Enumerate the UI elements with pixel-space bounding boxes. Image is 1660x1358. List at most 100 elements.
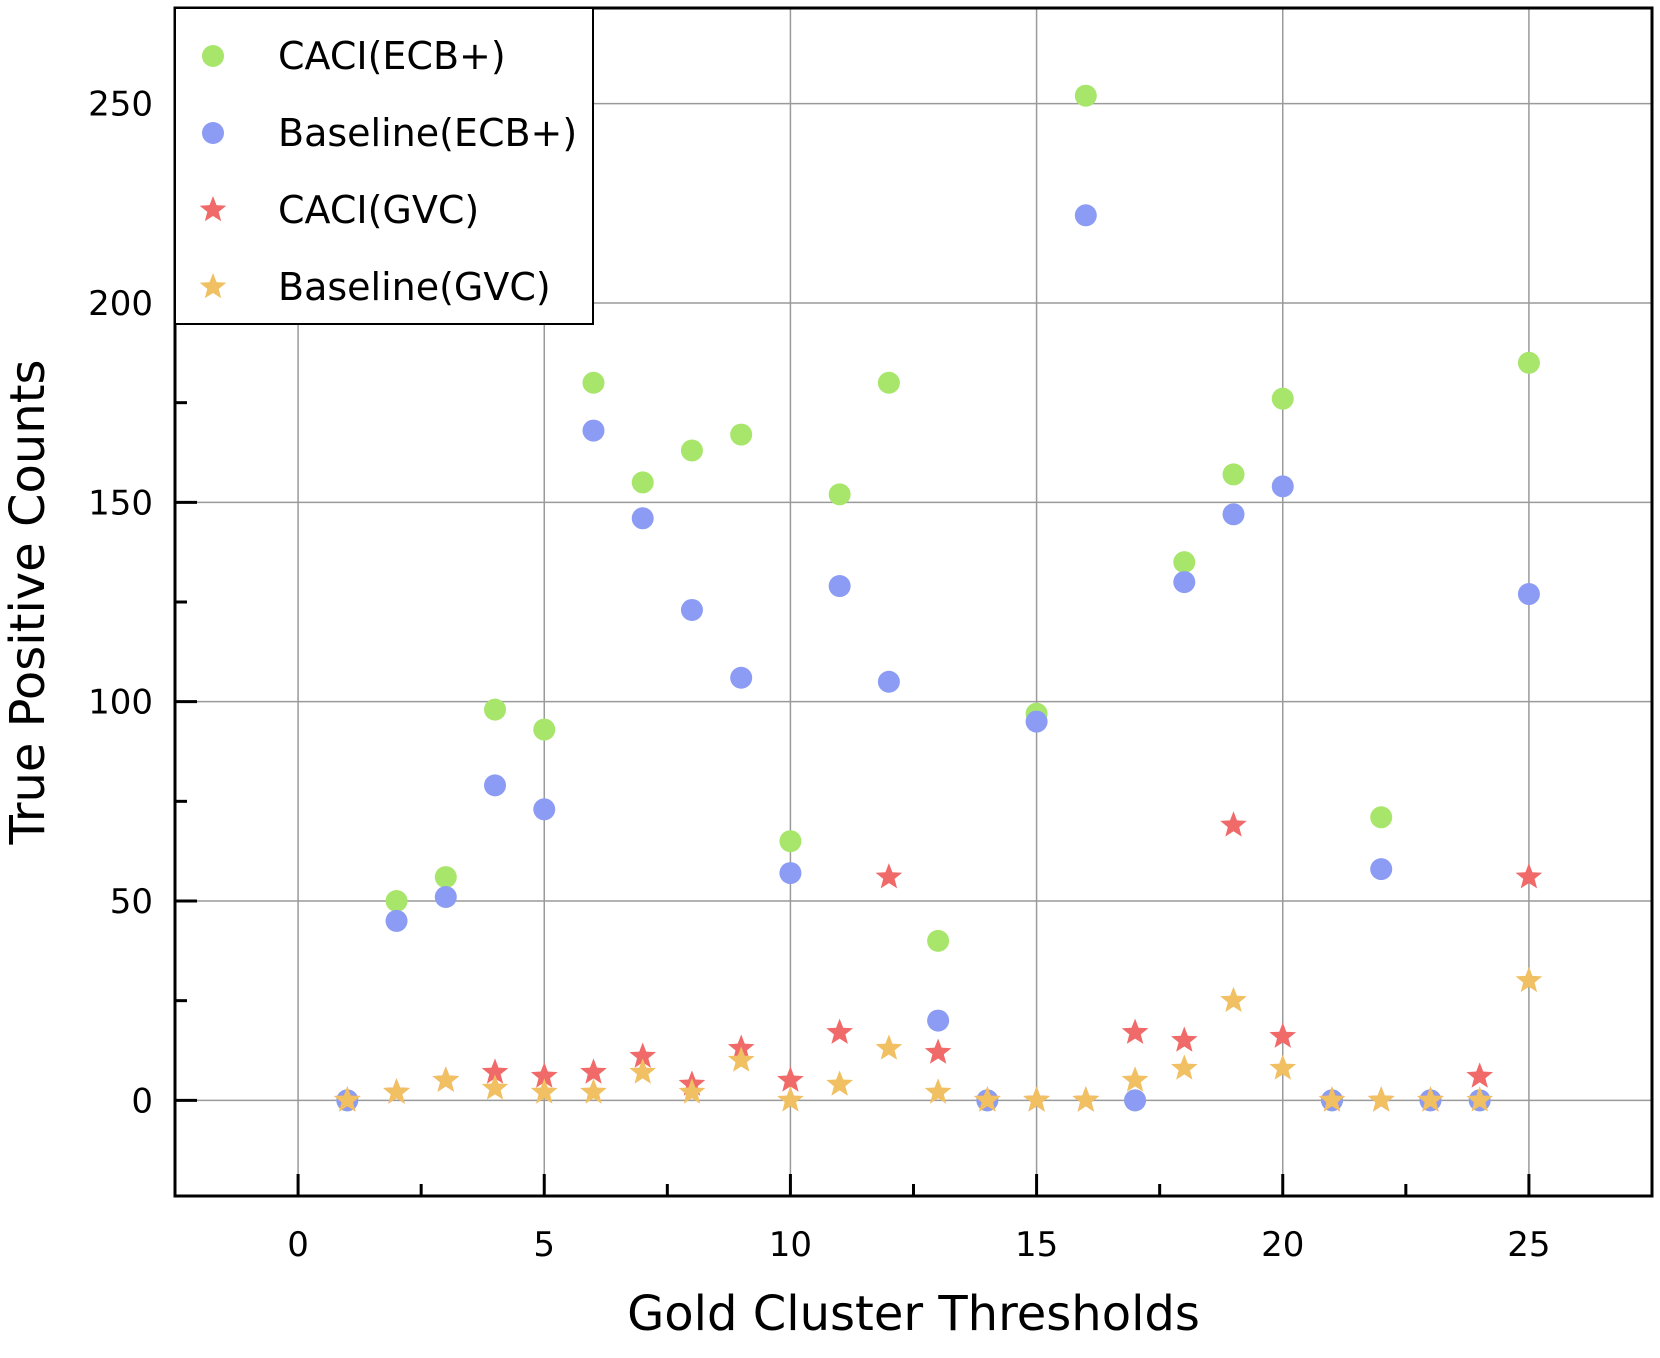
baseline-gvc-point (826, 1070, 853, 1096)
baseline-ecb-point (1025, 710, 1048, 733)
caci-ecb-point (533, 718, 556, 741)
y-tick-label: 200 (88, 284, 153, 324)
legend-label-baseline-gvc: Baseline(GVC) (278, 265, 551, 309)
baseline-ecb-point (877, 670, 900, 693)
x-tick-label: 5 (533, 1225, 555, 1265)
caci-ecb-point (730, 423, 753, 446)
baseline-gvc-point (875, 1034, 903, 1060)
baseline-ecb-point (385, 909, 408, 932)
baseline-ecb-point (1271, 475, 1294, 498)
baseline-ecb-point (631, 507, 654, 530)
caci-ecb-point (828, 483, 851, 506)
caci-gvc-point (580, 1058, 607, 1084)
baseline-ecb-point (582, 419, 605, 442)
baseline-gvc-point (727, 1046, 755, 1072)
baseline-gvc-point (1023, 1086, 1050, 1112)
caci-gvc-point (924, 1038, 952, 1064)
baseline-ecb-point (1517, 583, 1540, 606)
caci-gvc-point (826, 1018, 853, 1044)
baseline-gvc-point (1417, 1086, 1444, 1112)
caci-gvc-point (530, 1062, 558, 1088)
caci-gvc-point (1515, 863, 1543, 889)
legend-label-caci-gvc: CACI(GVC) (278, 188, 479, 232)
x-tick-label: 20 (1261, 1225, 1304, 1265)
legend-marker-caci-gvc (199, 196, 227, 222)
caci-ecb-point (385, 889, 408, 912)
caci-ecb-point (582, 371, 605, 394)
baseline-gvc-point (1171, 1054, 1198, 1080)
series-baseline-ecb (336, 204, 1540, 1112)
baseline-gvc-point (777, 1086, 804, 1112)
baseline-gvc-point (1220, 986, 1247, 1012)
caci-gvc-point (1466, 1062, 1493, 1088)
baseline-gvc-point (629, 1058, 656, 1084)
baseline-ecb-point (1074, 204, 1097, 227)
caci-ecb-point (927, 929, 950, 952)
caci-gvc-point (1269, 1022, 1297, 1048)
baseline-ecb-point (828, 575, 851, 598)
baseline-gvc-point (1466, 1086, 1493, 1112)
caci-ecb-point (1271, 387, 1294, 410)
caci-gvc-point (1220, 811, 1247, 837)
caci-ecb-point (1173, 551, 1196, 574)
caci-gvc-point (875, 863, 903, 889)
legend: CACI(ECB+) Baseline(ECB+) CACI(GVC) Baselin… (174, 7, 594, 325)
baseline-ecb-point (1222, 503, 1245, 526)
baseline-ecb-point (434, 886, 457, 909)
legend-box (174, 7, 594, 325)
legend-marker-baseline-gvc (199, 273, 227, 299)
caci-gvc-point (481, 1058, 509, 1084)
y-tick-label: 50 (110, 882, 153, 922)
caci-ecb-point (1517, 351, 1540, 374)
baseline-gvc-point (678, 1078, 706, 1104)
caci-gvc-point (1171, 1026, 1198, 1052)
caci-gvc-point (1121, 1018, 1149, 1044)
baseline-gvc-point (383, 1078, 410, 1104)
baseline-ecb-point (1124, 1089, 1147, 1112)
legend-label-baseline-ecb: Baseline(ECB+) (278, 111, 577, 155)
series-caci-gvc (334, 811, 1543, 1112)
baseline-gvc-point (1121, 1066, 1149, 1092)
y-tick-label: 250 (88, 85, 153, 125)
baseline-gvc-point (1072, 1086, 1100, 1112)
baseline-gvc-point (432, 1066, 460, 1092)
baseline-gvc-point (1367, 1086, 1395, 1112)
legend-marker-baseline-ecb (202, 122, 224, 144)
y-tick-label: 100 (88, 683, 153, 723)
series-baseline-gvc (334, 966, 1543, 1112)
caci-gvc-point (629, 1042, 656, 1068)
baseline-ecb-point (1173, 571, 1196, 594)
baseline-ecb-point (533, 798, 556, 821)
x-tick-label: 10 (769, 1225, 812, 1265)
baseline-gvc-point (530, 1078, 558, 1104)
caci-ecb-point (1370, 806, 1393, 829)
caci-ecb-point (1222, 463, 1245, 486)
baseline-gvc-point (924, 1078, 952, 1104)
x-tick-label: 25 (1507, 1225, 1550, 1265)
caci-ecb-point (631, 471, 654, 494)
caci-ecb-point (484, 698, 507, 721)
baseline-gvc-point (481, 1074, 509, 1100)
legend-label-caci-ecb: CACI(ECB+) (278, 34, 506, 78)
baseline-gvc-point (1318, 1086, 1346, 1112)
baseline-ecb-point (927, 1009, 950, 1032)
caci-ecb-point (680, 439, 703, 462)
baseline-gvc-point (974, 1086, 1001, 1112)
caci-ecb-point (877, 371, 900, 394)
baseline-ecb-point (730, 666, 753, 689)
baseline-ecb-point (484, 774, 507, 797)
legend-marker-caci-ecb (202, 45, 224, 67)
x-tick-label: 0 (287, 1225, 309, 1265)
baseline-ecb-point (680, 598, 703, 621)
y-tick-label: 0 (131, 1081, 153, 1121)
baseline-gvc-point (1269, 1054, 1297, 1080)
baseline-gvc-point (334, 1086, 361, 1112)
baseline-ecb-point (1370, 858, 1393, 881)
x-axis-title: Gold Cluster Thresholds (627, 1286, 1200, 1342)
caci-ecb-point (434, 866, 457, 889)
caci-gvc-point (777, 1066, 804, 1092)
baseline-gvc-point (580, 1078, 607, 1104)
baseline-ecb-point (779, 862, 802, 885)
